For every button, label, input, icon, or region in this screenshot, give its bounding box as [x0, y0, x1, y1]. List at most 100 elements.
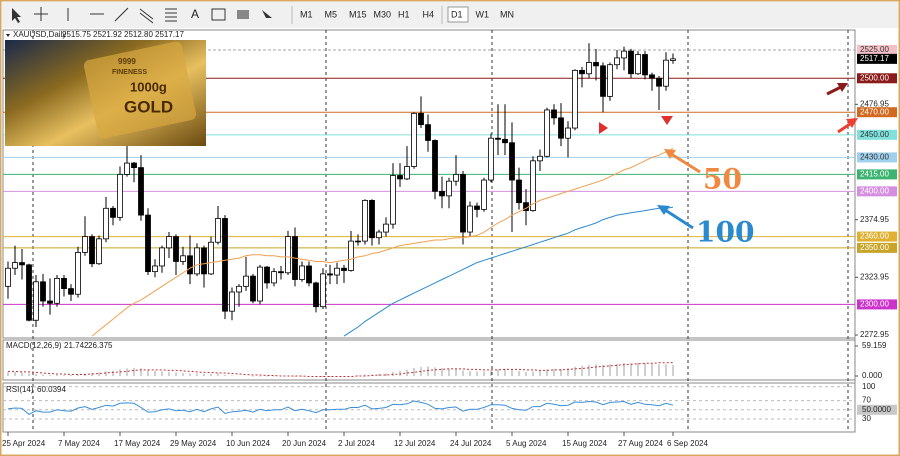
gold-thumbnail: 9999 FINENESS 1000g GOLD: [5, 40, 206, 146]
timeframe-button[interactable]: MN: [500, 9, 514, 19]
rsi-value: 60.0394: [37, 385, 66, 394]
x-tick-label: 7 May 2024: [58, 439, 100, 448]
candle-body: [68, 288, 74, 295]
annotation-100: 100: [696, 216, 754, 249]
candle-body: [19, 262, 25, 266]
candle-body: [5, 267, 11, 287]
candle-body: [250, 275, 256, 302]
toolbar: A M1 M5 M15 M30 H1 H4 D1 W1 MN: [2, 2, 898, 28]
timeframe-button[interactable]: M1: [300, 9, 313, 19]
candle-body: [481, 179, 487, 210]
candle-body: [551, 109, 557, 119]
candle-body: [201, 247, 207, 275]
arrow-line: [667, 150, 701, 174]
price-plot: [3, 43, 855, 337]
candle-body: [474, 205, 480, 210]
candle-body: [61, 278, 67, 289]
level-label-bg: [857, 129, 897, 140]
candle-body: [390, 175, 396, 225]
y-tick-label: 2323.95: [860, 272, 889, 281]
macd-signal-value: 26.375: [88, 341, 113, 350]
candle-body: [649, 74, 655, 79]
candle-body: [327, 273, 333, 276]
symbol-label: XAUUSD,Daily: [13, 30, 66, 39]
x-tick-label: 15 Aug 2024: [562, 439, 607, 448]
trendline-icon[interactable]: [114, 7, 129, 22]
timeframe-button[interactable]: M15: [349, 9, 367, 19]
candle-body: [432, 140, 438, 192]
level-label: 2300.00: [860, 300, 889, 309]
arrows-icon[interactable]: [262, 10, 272, 18]
crosshair-icon[interactable]: [34, 7, 48, 21]
arrow-head: [657, 205, 670, 215]
thumb-text: GOLD: [124, 97, 173, 116]
candle-body: [656, 77, 662, 87]
candle-body: [558, 117, 564, 139]
arrow-head: [846, 118, 858, 128]
candle-body: [271, 271, 277, 284]
rsi-line: [7, 400, 674, 416]
signal-marker: [661, 116, 673, 125]
candle-body: [369, 199, 375, 239]
candle-body: [509, 142, 515, 181]
timeframe-button[interactable]: H1: [398, 9, 410, 19]
candle-body: [54, 278, 60, 304]
active-timeframe-bg: [447, 6, 469, 23]
cursor-icon[interactable]: [12, 8, 21, 23]
macd-panel: [2, 339, 856, 381]
candle-body: [411, 112, 417, 167]
timeframe-button[interactable]: M5: [325, 9, 338, 19]
candle-body: [278, 271, 284, 274]
x-tick-label: 25 Apr 2024: [2, 439, 46, 448]
candle-body: [439, 190, 445, 197]
info-value: 2515.75: [62, 30, 91, 39]
x-tick-label: 12 Jul 2024: [394, 439, 436, 448]
candle-body: [75, 252, 81, 295]
timeframe-button[interactable]: M30: [374, 9, 392, 19]
candle-body: [89, 236, 95, 265]
moving-average: [91, 147, 674, 337]
candle-body: [453, 173, 459, 182]
candle-body: [180, 255, 186, 262]
level-label-bg: [857, 45, 897, 56]
candle-body: [348, 240, 354, 271]
candle-body: [131, 162, 137, 169]
level-label: 2517.17: [860, 54, 889, 63]
candle-body: [320, 273, 326, 308]
info-value: 2521.92: [93, 30, 122, 39]
level-label-bg: [857, 299, 897, 310]
candle-body: [565, 127, 571, 139]
candle-body: [502, 138, 508, 144]
candle-body: [663, 59, 669, 87]
label-icon[interactable]: [211, 8, 226, 21]
rsi-title: RSI(14): [6, 385, 34, 394]
level-label-bg: [857, 242, 897, 253]
channel-icon[interactable]: [139, 8, 154, 24]
timeframe-button[interactable]: W1: [476, 9, 490, 19]
candle-body: [299, 265, 305, 280]
candle-body: [40, 281, 46, 302]
timeframe-button[interactable]: D1: [451, 9, 463, 19]
candle-body: [600, 65, 606, 97]
candle-body: [362, 199, 368, 242]
level-label-bg: [857, 169, 897, 180]
level-label: 2400.00: [860, 186, 889, 195]
x-tick-label: 6 Sep 2024: [667, 439, 708, 448]
thumb-text: 1000g: [130, 79, 167, 94]
shape-icon[interactable]: [237, 10, 249, 19]
candle-body: [593, 62, 599, 67]
text-tool[interactable]: A: [191, 7, 199, 21]
candle-body: [47, 300, 53, 304]
candle-body: [635, 54, 641, 75]
arrow-head: [837, 83, 848, 92]
candle-body: [530, 160, 536, 211]
timeframe-button[interactable]: H4: [423, 9, 435, 19]
level-label: 2500.00: [860, 73, 889, 82]
candle-body: [194, 247, 200, 275]
fibo-icon[interactable]: [165, 8, 177, 22]
candle-body: [334, 267, 340, 276]
candle-body: [607, 64, 613, 97]
